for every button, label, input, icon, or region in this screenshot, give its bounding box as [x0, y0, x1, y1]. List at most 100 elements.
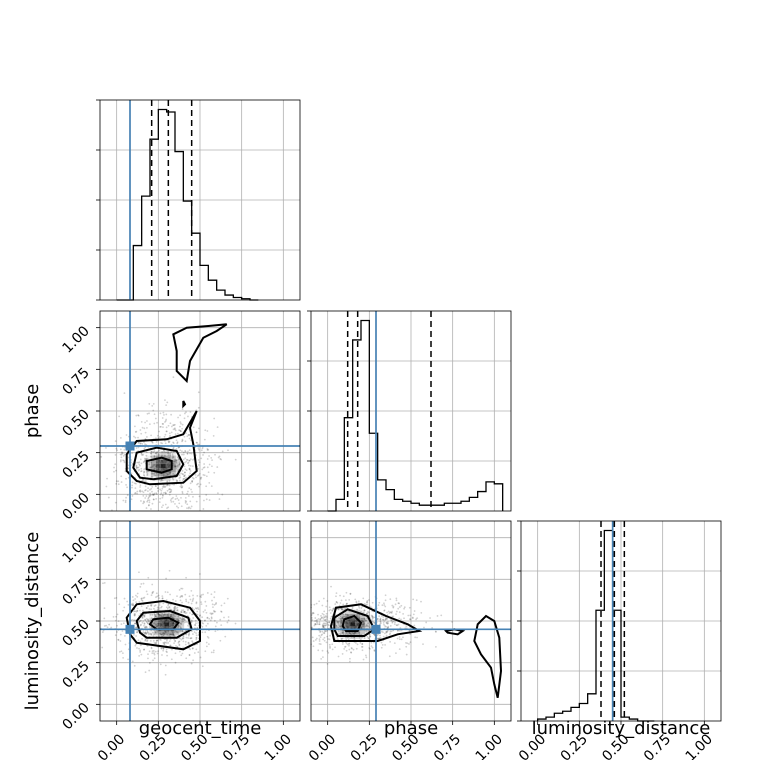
scatter-point — [188, 467, 191, 470]
truth-marker — [371, 624, 381, 634]
scatter-point — [134, 425, 136, 428]
scatter-point — [144, 421, 146, 424]
scatter-point — [142, 597, 145, 600]
scatter-point — [167, 466, 170, 468]
scatter-point — [325, 616, 328, 619]
scatter-point — [311, 619, 314, 621]
scatter-point — [165, 639, 168, 642]
scatter-point — [363, 609, 366, 612]
scatter-point — [409, 641, 412, 644]
scatter-point — [123, 461, 126, 464]
scatter-point — [201, 468, 204, 471]
scatter-point — [162, 426, 164, 429]
scatter-point — [362, 611, 365, 614]
scatter-point — [173, 638, 176, 641]
scatter-point — [177, 446, 180, 449]
scatter-point — [365, 656, 368, 659]
scatter-point — [338, 625, 341, 628]
scatter-point — [140, 420, 143, 423]
scatter-point — [342, 631, 344, 633]
scatter-point — [151, 493, 154, 496]
scatter-point — [162, 622, 165, 625]
scatter-point — [144, 459, 146, 462]
scatter-point — [131, 495, 134, 497]
scatter-point — [185, 633, 188, 636]
scatter-point — [337, 621, 340, 624]
scatter-point — [434, 645, 437, 648]
scatter-point — [166, 591, 169, 594]
scatter-point — [146, 426, 148, 429]
scatter-point — [316, 623, 319, 626]
scatter-point — [152, 498, 155, 501]
scatter-point — [143, 626, 146, 629]
hist-panel-geocent_time — [96, 99, 301, 301]
scatter-point — [142, 491, 145, 494]
scatter-point — [338, 616, 340, 619]
scatter-point — [165, 599, 168, 602]
scatter-point — [139, 429, 142, 431]
scatter-point — [339, 625, 342, 628]
scatter-point — [191, 465, 194, 468]
scatter-point — [119, 453, 122, 456]
scatter-point — [137, 461, 140, 464]
y-tick-label: 0.75 — [59, 365, 92, 398]
scatter-point — [164, 631, 167, 633]
scatter-point — [346, 626, 349, 629]
scatter-point — [162, 647, 165, 650]
scatter-point — [348, 644, 350, 647]
scatter-point — [174, 465, 177, 468]
scatter-point — [318, 623, 321, 626]
scatter-point — [395, 610, 398, 613]
scatter-point — [185, 460, 188, 463]
scatter-point — [155, 492, 158, 495]
scatter-point — [311, 636, 314, 639]
scatter-point — [131, 618, 134, 621]
scatter-point — [177, 464, 180, 467]
scatter-point — [355, 625, 357, 628]
scatter-point — [152, 623, 155, 626]
scatter-point — [329, 617, 332, 620]
scatter-point — [155, 485, 157, 488]
scatter-point — [162, 649, 165, 652]
scatter-point — [181, 594, 184, 597]
scatter-point — [155, 441, 158, 443]
scatter-point — [398, 638, 401, 641]
scatter-point — [350, 622, 353, 624]
scatter-point — [178, 477, 181, 480]
scatter-point — [165, 466, 168, 469]
scatter-point — [323, 624, 326, 627]
scatter-point — [352, 648, 355, 651]
scatter-point — [221, 493, 224, 496]
scatter-point — [136, 647, 138, 649]
scatter-point — [208, 499, 211, 501]
density-cell — [165, 459, 171, 464]
scatter-point — [341, 617, 344, 620]
scatter-point — [405, 625, 408, 628]
scatter-point — [123, 460, 126, 462]
scatter-point — [163, 468, 165, 471]
scatter-point — [393, 623, 396, 626]
scatter-point — [175, 480, 178, 483]
scatter-point — [140, 470, 142, 473]
scatter-point — [195, 441, 198, 444]
scatter-point — [344, 620, 347, 623]
scatter-point — [201, 631, 204, 634]
density-cell — [340, 613, 346, 619]
scatter-point — [172, 456, 175, 458]
scatter-point — [203, 466, 206, 469]
scatter-point — [411, 616, 414, 619]
scatter-point — [349, 592, 352, 595]
scatter-point — [402, 613, 405, 615]
scatter-point — [343, 615, 346, 618]
scatter-point — [200, 619, 203, 622]
scatter-point — [169, 499, 172, 502]
scatter-point — [182, 637, 185, 639]
scatter-point — [134, 610, 136, 613]
scatter-point — [152, 633, 155, 636]
scatter-point — [162, 473, 165, 475]
scatter-point — [337, 626, 340, 629]
scatter-point — [182, 473, 184, 476]
scatter-point — [385, 621, 388, 624]
scatter-point — [173, 634, 176, 637]
scatter-point — [352, 632, 355, 635]
